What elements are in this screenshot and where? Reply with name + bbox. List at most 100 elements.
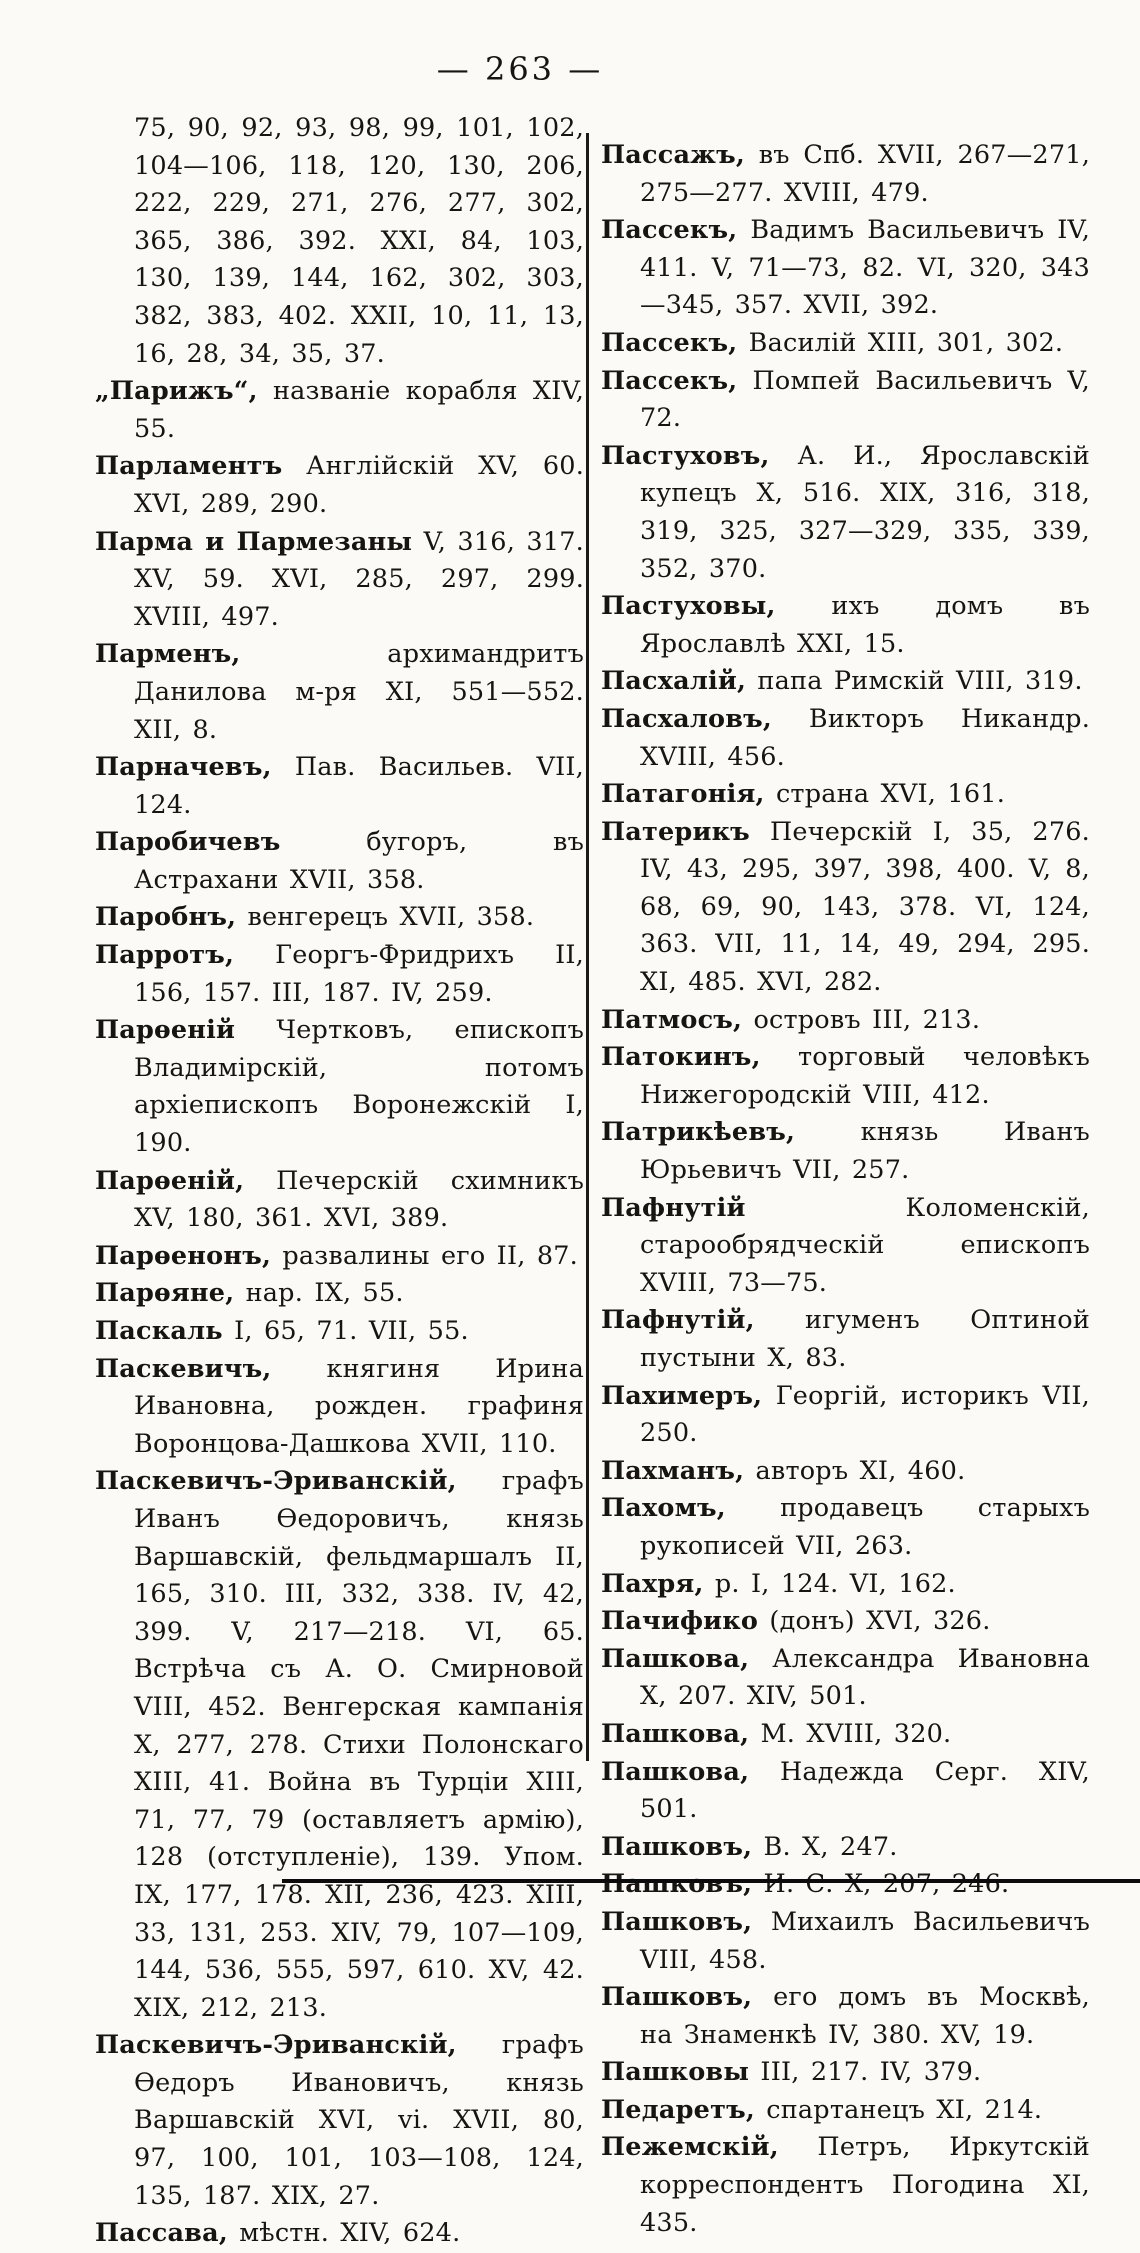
- entry-headword: Пашкова,: [601, 1718, 750, 1749]
- entry-headword: Пасхалій,: [601, 666, 747, 697]
- index-entry: Пашковы III, 217. IV, 379.: [601, 2057, 982, 2088]
- index-entry: Пахманъ, авторъ XI, 460.: [601, 1455, 966, 1486]
- entry-headword: Пассекъ,: [601, 327, 738, 358]
- index-entry: Пашковъ, И. С. X, 207, 246.: [601, 1869, 1010, 1900]
- entry-headword: Пассекъ,: [601, 215, 738, 246]
- entry-headword: Пашковъ,: [601, 1906, 753, 1937]
- index-entry: Паробичевъ бугоръ, въ Астрахани XVII, 35…: [95, 827, 584, 895]
- index-entry: Пастуховы, ихъ домъ въ Ярославлѣ XXI, 15…: [601, 591, 1090, 659]
- entry-headword: Пафнутій,: [601, 1305, 755, 1336]
- entry-headword: Пассава,: [95, 2218, 228, 2249]
- entry-headword: Патрикѣевъ,: [601, 1117, 796, 1148]
- index-entry: Пафнутій Коломенскій, старообрядческій е…: [601, 1192, 1090, 1298]
- index-entry: Пежемскій, Петръ, Иркутскій корреспонден…: [601, 2132, 1090, 2238]
- entry-headword: Парѳеній,: [95, 1165, 245, 1196]
- entry-headword: Пастуховы,: [601, 591, 776, 622]
- entry-headword: Пассажъ,: [601, 140, 745, 170]
- entry-headword: Патагонія,: [601, 779, 765, 810]
- index-entry: Паскевичъ-Эриванскій, графъ Иванъ Ѳедоро…: [95, 1466, 584, 2023]
- index-entry: Пассекъ, Вадимъ Васильевичъ IV, 411. V, …: [601, 215, 1090, 321]
- index-entry: Пасхаловъ, Викторъ Никандр. XVIII, 456.: [601, 703, 1090, 772]
- entry-headword: Пашкова,: [601, 1643, 750, 1674]
- entry-headword: Пахманъ,: [601, 1455, 745, 1486]
- entry-headword: Патмосъ,: [601, 1004, 743, 1035]
- index-entry: Парменъ, архимандритъ Данилова м-ря XI, …: [95, 639, 584, 745]
- entry-headword: Паскевичъ,: [95, 1353, 272, 1384]
- entry-headword: Паскаль: [95, 1316, 223, 1346]
- index-entry: Паскаль I, 65, 71. VII, 55.: [95, 1316, 469, 1346]
- entry-headword: Педаретъ,: [601, 2094, 755, 2125]
- index-entry: Пассекъ, Помпей Васильевичъ V, 72.: [601, 365, 1090, 434]
- index-entry: Пашкова, М. XVIII, 320.: [601, 1718, 952, 1749]
- index-entry: „Парижъ“, названіе корабля XIV, 55.: [95, 376, 584, 444]
- entry-headword: Парѳеній: [95, 1015, 236, 1046]
- index-entry: Пашковъ, Михаилъ Васильевичъ VIII, 458.: [601, 1906, 1090, 1975]
- index-column-right: Пассажъ, въ Спб. XVII, 267—271, 275—277.…: [601, 137, 1090, 2242]
- index-entry: Пассава, мѣстн. XIV, 624.: [95, 2218, 461, 2249]
- entry-headword: Паробнъ,: [95, 902, 237, 933]
- entry-headword: Пахимеръ,: [601, 1380, 763, 1411]
- entry-headword: Пачифико: [601, 1606, 759, 1637]
- index-entry: Патокинъ, торговый человѣкъ Нижегородскі…: [601, 1042, 1090, 1110]
- index-entry: Парначевъ, Пав. Васильев. VII, 124.: [95, 752, 584, 820]
- entry-headword: Парма и Пармезаны: [95, 526, 413, 557]
- index-entry: Пассекъ, Василій XIII, 301, 302.: [601, 327, 1064, 358]
- index-entry: Пасхалій, папа Римскій VIII, 319.: [601, 666, 1083, 697]
- index-entry: Пассажъ, въ Спб. XVII, 267—271, 275—277.…: [601, 140, 1090, 208]
- entry-headword: Пафнутій: [601, 1192, 746, 1223]
- entry-headword: Пашковы: [601, 2057, 750, 2088]
- entry-headword: Пашковъ,: [601, 1869, 753, 1900]
- column-divider-rule: [586, 133, 589, 1761]
- index-entry: Пафнутій, игуменъ Оптиной пустыни X, 83.: [601, 1305, 1090, 1373]
- index-entry: Пашковъ, В. X, 247.: [601, 1831, 898, 1862]
- page-number: — 263 —: [436, 50, 604, 88]
- entry-headword: Парменъ,: [95, 639, 241, 670]
- entry-headword: Парѳенонъ,: [95, 1240, 272, 1271]
- index-entry: Пахомъ, продавецъ старыхъ рукописей VII,…: [601, 1493, 1090, 1561]
- entry-headword: Парламентъ: [95, 451, 283, 482]
- entry-headword: Парротъ,: [95, 940, 235, 971]
- index-entry: Парѳяне, нар. IX, 55.: [95, 1278, 404, 1309]
- index-entry: Паскевичъ, княгиня Ирина Ивановна, рожде…: [95, 1353, 584, 1459]
- index-entry: Парламентъ Англійскій XV, 60. XVI, 289, …: [95, 451, 584, 519]
- index-entry: Пашковъ, его домъ въ Москвѣ, на Знаменкѣ…: [601, 1982, 1090, 2050]
- index-column-left: 75, 90, 92, 93, 98, 99, 101, 102, 104—10…: [95, 110, 584, 2253]
- entry-headword: Пежемскій,: [601, 2132, 779, 2163]
- index-entry: Патрикѣевъ, князь Иванъ Юрьевичъ VII, 25…: [601, 1117, 1090, 1186]
- entry-headword: Паробичевъ: [95, 827, 281, 858]
- entry-headword: Патокинъ,: [601, 1042, 761, 1073]
- index-entry: Паскевичъ-Эриванскій, графъ Ѳедоръ Ивано…: [95, 2030, 584, 2211]
- index-entry: Пачифико (донъ) XVI, 326.: [601, 1606, 991, 1637]
- index-entry: Патмосъ, островъ III, 213.: [601, 1004, 981, 1035]
- entry-headword: Пастуховъ,: [601, 440, 770, 471]
- scan-artifact-line: [282, 1879, 1140, 1883]
- index-entry: Пашкова, Александра Ивановна X, 207. XIV…: [601, 1643, 1090, 1712]
- entry-headword: Пахомъ,: [601, 1493, 726, 1524]
- entry-headword: Пашковъ,: [601, 1982, 753, 2013]
- entry-headword: Пахря,: [601, 1568, 704, 1599]
- index-entry: Педаретъ, спартанецъ XI, 214.: [601, 2094, 1043, 2125]
- entry-headword: Парначевъ,: [95, 752, 272, 783]
- index-entry: Пастуховъ, А. И., Ярославскій купецъ X, …: [601, 440, 1090, 584]
- index-entry: 75, 90, 92, 93, 98, 99, 101, 102, 104—10…: [134, 113, 584, 369]
- entry-headword: Паскевичъ-Эриванскій,: [95, 1466, 457, 1497]
- entry-headword: Пасхаловъ,: [601, 703, 772, 734]
- index-entry: Пахимеръ, Георгій, историкъ VII, 250.: [601, 1380, 1090, 1449]
- index-entry: Пахря, р. I, 124. VI, 162.: [601, 1568, 956, 1599]
- index-entry: Парѳеній Чертковъ, епископъ Владимірскій…: [95, 1015, 584, 1159]
- index-entry: Пашкова, Надежда Серг. XIV, 501.: [601, 1756, 1090, 1825]
- index-entry: Патерикъ Печерскій I, 35, 276. IV, 43, 2…: [601, 816, 1090, 998]
- entry-headword: Патерикъ: [601, 816, 750, 847]
- entry-headword: „Парижъ“,: [95, 376, 258, 407]
- entry-headword: Пассекъ,: [601, 365, 738, 396]
- entry-headword: Парѳяне,: [95, 1278, 235, 1309]
- entry-headword: Пашкова,: [601, 1756, 750, 1787]
- index-entry: Парѳеній, Печерскій схимникъ XV, 180, 36…: [95, 1165, 584, 1234]
- index-entry: Парѳенонъ, развалины его II, 87.: [95, 1240, 578, 1271]
- index-entry: Парма и Пармезаны V, 316, 317. XV, 59. X…: [95, 526, 584, 632]
- index-entry: Паробнъ, венгерецъ XVII, 358.: [95, 902, 535, 933]
- entry-headword: Пашковъ,: [601, 1831, 753, 1862]
- entry-headword: Паскевичъ-Эриванскій,: [95, 2030, 457, 2061]
- index-entry: Парротъ, Георгъ-Фридрихъ II, 156, 157. I…: [95, 940, 584, 1008]
- index-entry: Патагонія, страна XVI, 161.: [601, 779, 1005, 810]
